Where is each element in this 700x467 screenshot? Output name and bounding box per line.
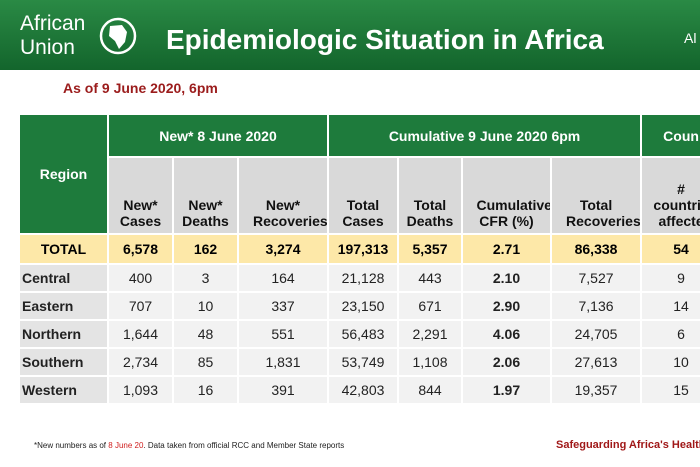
footnote-text: *New numbers as of <box>34 441 107 450</box>
column-header: Total Cases <box>342 197 384 229</box>
table-cell: 19,357 <box>549 375 643 405</box>
column-header: Total Deaths <box>406 197 454 229</box>
header-text: Al <box>684 30 697 46</box>
region-name: Western <box>18 375 109 405</box>
table-cell: 9 <box>640 263 700 293</box>
column-header: New* Cases <box>119 197 162 229</box>
table-cell: 2,734 <box>107 347 174 377</box>
table-container: Region New* 8 June 2020 Cumulative 9 June … <box>18 113 700 418</box>
table-body: TOTAL 6,578 162 3,274 197,313 5,357 2.71 86,338… <box>18 233 700 405</box>
table-cell: 671 <box>397 291 463 321</box>
table-cell: 23,150 <box>327 291 399 321</box>
table-cell: 14 <box>640 291 700 321</box>
table-cell: 42,803 <box>327 375 399 405</box>
table-cell: 54 <box>640 233 700 265</box>
region-row: Central 400 3 164 21,128 443 2.10 7,527 9 <box>18 263 700 293</box>
table-cell: 1,108 <box>397 347 463 377</box>
column-header: Total Recoveries <box>566 197 641 229</box>
column-header-cell: Total Cases <box>327 156 399 235</box>
table-cell: 844 <box>397 375 463 405</box>
table-cell: 551 <box>237 319 329 349</box>
region-name: Central <box>18 263 109 293</box>
table-cell: 15 <box>640 375 700 405</box>
table-cell: 162 <box>172 233 239 265</box>
table-head: Region New* 8 June 2020 Cumulative 9 June … <box>18 113 700 235</box>
column-row: New* Cases New* Deaths New* Recoveries Tota… <box>19 156 700 235</box>
table-cell: 85 <box>172 347 239 377</box>
column-header-cell: # countrie affecte <box>640 156 700 235</box>
table-cell: 2.90 <box>461 291 552 321</box>
group-header: Coun <box>640 113 700 158</box>
table-cell: 1.97 <box>461 375 552 405</box>
table-cell: 443 <box>397 263 463 293</box>
group-header: Cumulative 9 June 2020 6pm <box>326 113 643 158</box>
table-cell: 3,274 <box>237 233 329 265</box>
region-row: Northern 1,644 48 551 56,483 2,291 4.06 24,705 6 <box>18 319 700 349</box>
footnote-date: 8 June 20 <box>108 441 144 450</box>
table-cell: 707 <box>107 291 174 321</box>
footnote-text: . Data taken from official RCC and Membe… <box>143 441 345 450</box>
column-header-cell: New* Cases <box>107 156 174 235</box>
table-cell: 2.06 <box>461 347 552 377</box>
page-title: Epidemiologic Situation in Africa <box>166 24 604 55</box>
region-name: Northern <box>18 319 109 349</box>
table-cell: 2.10 <box>461 263 552 293</box>
table-cell: 10 <box>172 291 239 321</box>
table-cell: 10 <box>640 347 700 377</box>
table-cell: 53,749 <box>327 347 399 377</box>
column-header-cell: Cumulative CFR (%) <box>461 156 552 235</box>
table-cell: 24,705 <box>549 319 643 349</box>
column-header: New* Recoveries <box>253 197 328 229</box>
region-name: Eastern <box>18 291 109 321</box>
group-row: Region New* 8 June 2020 Cumulative 9 June … <box>18 113 700 235</box>
region-header: Region <box>18 113 109 235</box>
region-row: Western 1,093 16 391 42,803 844 1.97 19,357 15 <box>18 375 700 405</box>
date-subtitle: As of 9 June 2020, 6pm <box>63 80 218 96</box>
table-cell: 6 <box>640 319 700 349</box>
table-cell: 7,136 <box>549 291 643 321</box>
table-cell: 2,291 <box>397 319 463 349</box>
table-cell: 86,338 <box>549 233 643 265</box>
table-cell: 3 <box>172 263 239 293</box>
column-header: # countrie affecte <box>653 181 700 229</box>
table-cell: 4.06 <box>461 319 552 349</box>
table-cell: 197,313 <box>327 233 399 265</box>
footnote: *New numbers as of 8 June 20. Data taken… <box>34 441 344 450</box>
table-cell: 48 <box>172 319 239 349</box>
logo-text: Union <box>20 36 75 59</box>
table-cell: 337 <box>237 291 329 321</box>
column-header-cell: New* Deaths <box>172 156 239 235</box>
logo-emblem <box>99 17 137 55</box>
table-cell: 21,128 <box>327 263 399 293</box>
table-cell: 1,093 <box>107 375 174 405</box>
region-row: Southern 2,734 85 1,831 53,749 1,108 2.06 27,61… <box>18 347 700 377</box>
group-header: New* 8 June 2020 <box>107 113 329 158</box>
column-header-cell: Total Deaths <box>397 156 463 235</box>
table-cell: 6,578 <box>107 233 174 265</box>
column-header-cell: Total Recoveries <box>549 156 643 235</box>
table-cell: 2.71 <box>461 233 552 265</box>
table-cell: 400 <box>107 263 174 293</box>
table-cell: 16 <box>172 375 239 405</box>
data-table: Region New* 8 June 2020 Cumulative 9 June … <box>18 113 700 405</box>
column-header: New* Deaths <box>182 197 229 229</box>
column-header: Cumulative CFR (%) <box>476 197 551 229</box>
table-cell: 56,483 <box>327 319 399 349</box>
table-cell: 7,527 <box>549 263 643 293</box>
table-cell: 164 <box>237 263 329 293</box>
region-name: TOTAL <box>18 233 109 265</box>
logo-text: African <box>20 12 86 35</box>
table-cell: 1,831 <box>237 347 329 377</box>
header-bar: African Union Epidemiologic Situation in… <box>0 0 700 70</box>
table-cell: 5,357 <box>397 233 463 265</box>
slogan: Safeguarding Africa's Health <box>556 439 700 451</box>
table-cell: 391 <box>237 375 329 405</box>
column-header-cell: New* Recoveries <box>237 156 329 235</box>
region-name: Southern <box>18 347 109 377</box>
region-row: Eastern 707 10 337 23,150 671 2.90 7,136 14 <box>18 291 700 321</box>
table-cell: 1,644 <box>107 319 174 349</box>
total-row: TOTAL 6,578 162 3,274 197,313 5,357 2.71 86,338… <box>18 233 700 265</box>
table-cell: 27,613 <box>549 347 643 377</box>
